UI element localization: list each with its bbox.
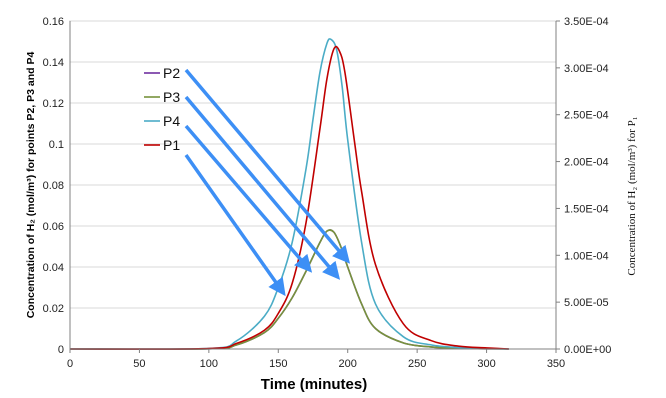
annotation-arrow xyxy=(184,153,286,297)
annotation-arrow xyxy=(184,68,351,264)
legend-label-p1: P1 xyxy=(163,137,180,153)
y-tick-label-right: 0.00E+00 xyxy=(564,344,611,356)
y-tick-label-right: 1.50E-04 xyxy=(564,203,609,215)
series-line-p3 xyxy=(69,229,509,350)
y-tick-label-right: 5.00E-05 xyxy=(564,297,609,309)
legend-label-p2: P2 xyxy=(163,65,180,81)
series-lines xyxy=(69,38,509,350)
y-tick-label-right: 3.50E-04 xyxy=(564,16,609,28)
y-tick-label-left: 0.06 xyxy=(43,221,64,233)
y-tick-label-left: 0.16 xyxy=(43,16,64,28)
series-line-p4 xyxy=(69,38,509,350)
annotation-arrow xyxy=(184,95,341,280)
y-tick-label-left: 0.02 xyxy=(43,303,64,315)
legend-label-p4: P4 xyxy=(163,113,180,129)
x-axis-title: Time (minutes) xyxy=(261,376,367,393)
legend: P2 P3 P4 P1 xyxy=(144,65,180,153)
annotation-arrow xyxy=(184,124,313,273)
x-tick-label: 0 xyxy=(67,358,73,370)
x-tick-label: 200 xyxy=(339,358,357,370)
series-line-p1 xyxy=(69,45,509,350)
x-tick-label: 50 xyxy=(133,358,145,370)
y-tick-label-left: 0.04 xyxy=(43,262,64,274)
x-tick-label: 100 xyxy=(200,358,218,370)
y-tick-label-right: 3.00E-04 xyxy=(564,63,609,75)
y-tick-label-right: 2.50E-04 xyxy=(564,110,609,122)
y-tick-label-left: 0.1 xyxy=(49,139,64,151)
y-axis-title-right: Concentration of H₂ (mol/m³) for P₁ xyxy=(626,116,638,275)
grid-lines xyxy=(69,20,557,350)
y-tick-label-left: 0.12 xyxy=(43,98,64,110)
y-axis-title-left: Concentration of H₂ (mol/m³) for points … xyxy=(25,52,37,319)
axes: 0 0.02 0.04 0.06 0.08 0.1 0.12 0.14 0.16 0.00E+00… xyxy=(43,16,612,370)
x-tick-label: 250 xyxy=(408,358,426,370)
y-tick-label-left: 0.08 xyxy=(43,180,64,192)
x-tick-label: 350 xyxy=(547,358,565,370)
x-tick-label: 300 xyxy=(477,358,495,370)
x-tick-label: 150 xyxy=(269,358,287,370)
y-tick-label-right: 1.00E-04 xyxy=(564,250,609,262)
y-tick-label-left: 0.14 xyxy=(43,57,64,69)
legend-label-p3: P3 xyxy=(163,89,180,105)
y-tick-label-right: 2.00E-04 xyxy=(564,157,609,169)
y-tick-label-left: 0 xyxy=(58,344,64,356)
annotation-arrows xyxy=(184,68,351,297)
